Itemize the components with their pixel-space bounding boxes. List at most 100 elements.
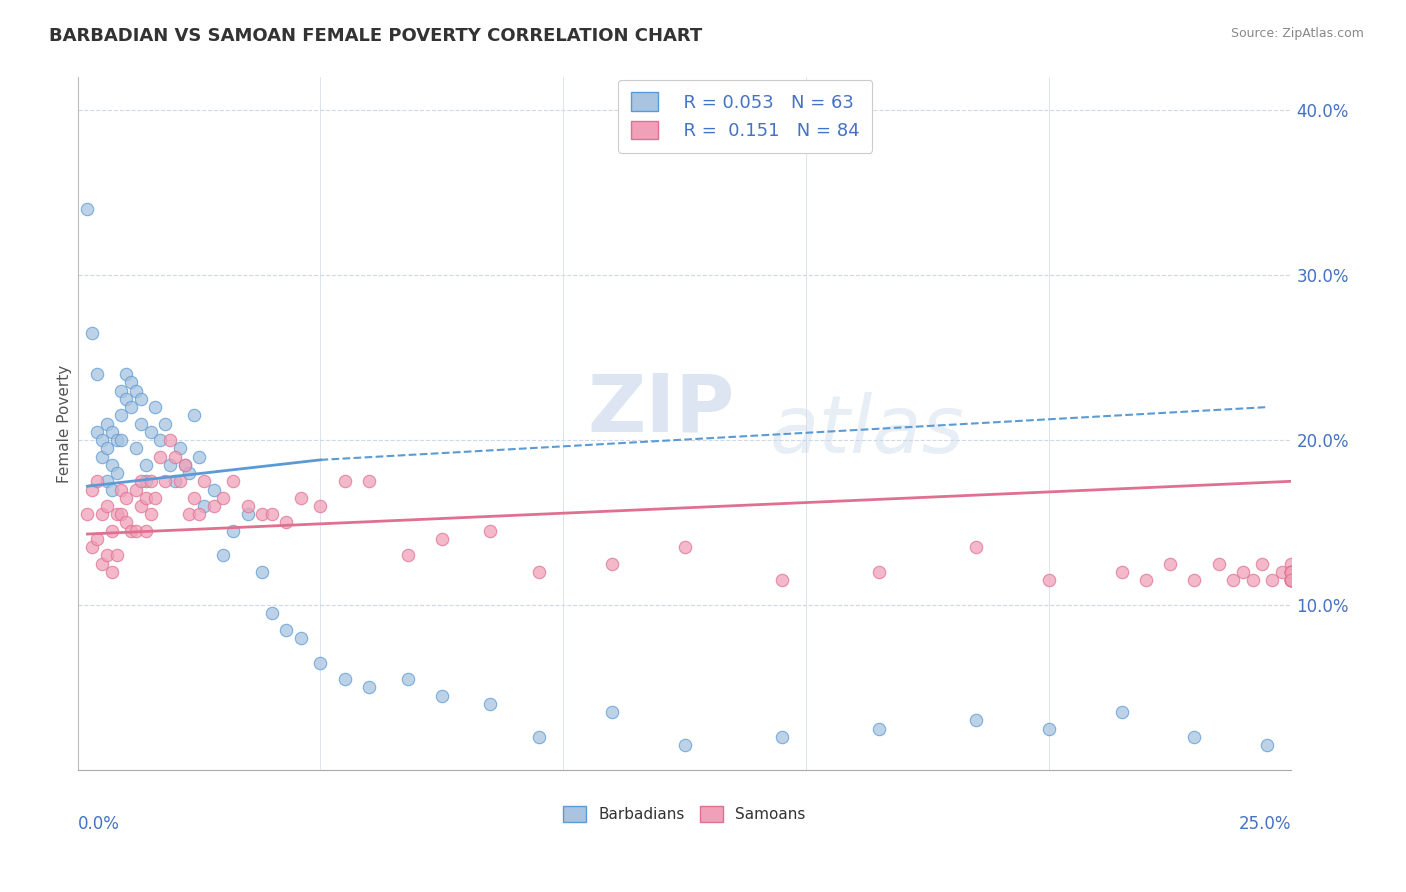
Point xyxy=(527,565,550,579)
Point xyxy=(82,483,104,497)
Point xyxy=(91,450,114,464)
Point xyxy=(100,458,122,472)
Point xyxy=(673,540,696,554)
Point xyxy=(193,499,215,513)
Point xyxy=(290,631,312,645)
Point xyxy=(1281,573,1303,587)
Point xyxy=(1271,565,1294,579)
Point xyxy=(309,499,332,513)
Point xyxy=(1256,738,1278,752)
Point xyxy=(91,508,114,522)
Point xyxy=(96,475,118,489)
Point xyxy=(188,508,211,522)
Point xyxy=(188,450,211,464)
Point xyxy=(96,499,118,513)
Point xyxy=(1261,573,1284,587)
Point xyxy=(202,483,225,497)
Point xyxy=(105,433,128,447)
Point xyxy=(1182,573,1205,587)
Point xyxy=(868,565,890,579)
Point xyxy=(115,491,138,505)
Point xyxy=(1038,722,1060,736)
Point xyxy=(276,623,298,637)
Point xyxy=(135,475,157,489)
Point xyxy=(1281,565,1303,579)
Point xyxy=(125,442,148,456)
Point xyxy=(139,475,162,489)
Point xyxy=(1111,705,1133,719)
Point xyxy=(169,475,191,489)
Point xyxy=(396,549,419,563)
Point xyxy=(600,705,623,719)
Point xyxy=(76,508,98,522)
Point xyxy=(1281,573,1303,587)
Point xyxy=(1222,573,1244,587)
Point xyxy=(153,417,176,431)
Point xyxy=(129,392,152,406)
Point xyxy=(183,491,205,505)
Point xyxy=(139,425,162,439)
Point xyxy=(86,367,108,381)
Point xyxy=(357,475,380,489)
Point xyxy=(110,483,132,497)
Point xyxy=(1251,557,1274,571)
Text: Source: ZipAtlas.com: Source: ZipAtlas.com xyxy=(1230,27,1364,40)
Point xyxy=(100,565,122,579)
Point xyxy=(120,400,142,414)
Point xyxy=(770,573,793,587)
Point xyxy=(169,442,191,456)
Point xyxy=(135,491,157,505)
Point xyxy=(1281,565,1303,579)
Point xyxy=(82,540,104,554)
Point xyxy=(1281,573,1303,587)
Point xyxy=(163,450,186,464)
Point xyxy=(105,508,128,522)
Point xyxy=(115,392,138,406)
Point xyxy=(1281,573,1303,587)
Point xyxy=(105,466,128,480)
Point xyxy=(1281,565,1303,579)
Point xyxy=(110,433,132,447)
Point xyxy=(100,425,122,439)
Point xyxy=(135,524,157,538)
Point xyxy=(110,409,132,423)
Point xyxy=(965,714,987,728)
Point xyxy=(173,458,195,472)
Point xyxy=(179,508,201,522)
Point xyxy=(149,433,172,447)
Point xyxy=(91,557,114,571)
Point xyxy=(1281,557,1303,571)
Point xyxy=(163,475,186,489)
Point xyxy=(110,508,132,522)
Point xyxy=(159,433,181,447)
Point xyxy=(125,483,148,497)
Point xyxy=(115,516,138,530)
Point xyxy=(91,433,114,447)
Point xyxy=(193,475,215,489)
Point xyxy=(100,483,122,497)
Point xyxy=(236,508,259,522)
Legend: Barbadians, Samoans: Barbadians, Samoans xyxy=(554,797,815,831)
Point xyxy=(333,475,356,489)
Point xyxy=(145,400,167,414)
Point xyxy=(222,524,245,538)
Point xyxy=(600,557,623,571)
Point xyxy=(120,524,142,538)
Point xyxy=(222,475,245,489)
Point xyxy=(82,326,104,340)
Point xyxy=(357,681,380,695)
Point xyxy=(86,425,108,439)
Point xyxy=(1232,565,1254,579)
Point xyxy=(276,516,298,530)
Point xyxy=(96,442,118,456)
Point xyxy=(260,508,283,522)
Point xyxy=(333,672,356,686)
Point xyxy=(1281,573,1303,587)
Point xyxy=(673,738,696,752)
Point xyxy=(202,499,225,513)
Point xyxy=(125,384,148,398)
Point xyxy=(125,524,148,538)
Text: ZIP: ZIP xyxy=(588,371,735,449)
Point xyxy=(965,540,987,554)
Point xyxy=(1281,565,1303,579)
